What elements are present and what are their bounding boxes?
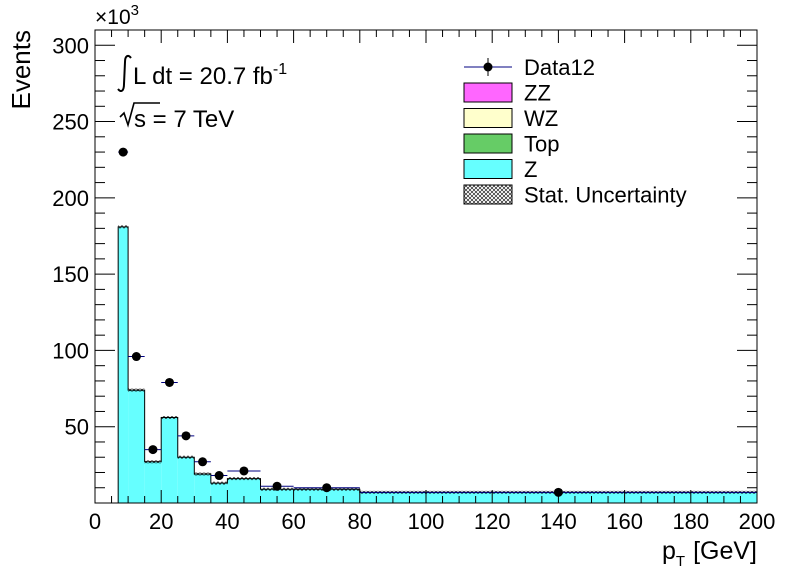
legend-label: Stat. Uncertainty	[524, 183, 687, 208]
x-tick-label: 140	[540, 509, 577, 534]
legend-swatch	[463, 184, 513, 205]
data-point	[181, 431, 191, 441]
x-tick-label: 180	[672, 509, 709, 534]
z-bar	[194, 474, 211, 503]
data-point	[198, 457, 208, 467]
tick-labels: 0 20 40 60 80 100 120 140 160 180 200 50 100 150 200 25…	[52, 33, 775, 534]
legend-label: Data12	[524, 55, 595, 80]
luminosity-annotation: L dt = 20.7 fb-1	[117, 54, 287, 93]
legend-label: Z	[524, 157, 537, 182]
data-point	[214, 471, 224, 481]
x-tick-label: 160	[606, 509, 643, 534]
z-bar	[144, 461, 162, 503]
y-tick-label: 100	[52, 338, 89, 363]
x-axis-label: pT [GeV]	[662, 537, 757, 570]
data-point	[131, 352, 141, 362]
y-tick-label: 250	[52, 110, 89, 135]
legend-label: WZ	[524, 106, 558, 131]
x-tick-label: 60	[281, 509, 305, 534]
data-point	[148, 445, 158, 455]
y-axis-label: Events	[6, 30, 36, 110]
z-bar	[161, 417, 178, 503]
x-tick-label: 200	[739, 509, 776, 534]
z-bar	[210, 483, 228, 503]
x-tick-label: 100	[408, 509, 445, 534]
x-tick-label: 120	[474, 509, 511, 534]
y-multiplier: ×103	[95, 2, 139, 29]
legend-swatch	[463, 82, 513, 103]
data-point	[272, 481, 282, 491]
axes	[94, 29, 758, 504]
legend-label: Top	[524, 132, 559, 157]
data-point	[322, 483, 332, 493]
x-tick-label: 80	[348, 509, 372, 534]
z-bar	[128, 390, 145, 503]
data-point	[239, 466, 249, 476]
legend-swatch	[463, 159, 513, 179]
x-tick-label: 0	[89, 509, 101, 534]
legend-label: ZZ	[524, 81, 551, 106]
y-tick-label: 50	[65, 415, 89, 440]
data-point	[164, 377, 174, 387]
svg-text:s = 7 TeV: s = 7 TeV	[134, 106, 234, 133]
y-tick-label: 200	[52, 186, 89, 211]
legend-swatch	[463, 133, 513, 154]
z-bar	[118, 226, 129, 503]
mc-stack	[117, 225, 758, 503]
plot-frame	[94, 29, 758, 504]
x-tick-label: 20	[149, 509, 173, 534]
energy-annotation: s = 7 TeV	[119, 102, 234, 133]
x-tick-label: 40	[215, 509, 239, 534]
svg-text:L dt = 20.7 fb-1: L dt = 20.7 fb-1	[133, 61, 287, 90]
mc-stack-outline	[117, 226, 758, 503]
integral-sign	[117, 54, 132, 93]
legend-data-marker	[483, 62, 493, 72]
legend-swatch	[463, 108, 513, 128]
data-point	[118, 147, 128, 157]
y-tick-label: 150	[52, 262, 89, 287]
z-bar	[177, 457, 195, 503]
y-tick-label: 300	[52, 33, 89, 58]
sqrt-sign	[119, 102, 160, 128]
